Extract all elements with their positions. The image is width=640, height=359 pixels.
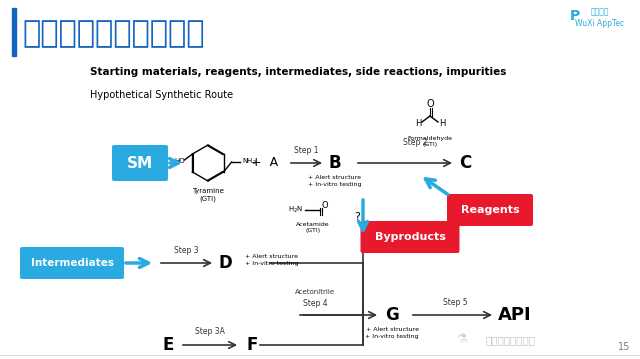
FancyBboxPatch shape xyxy=(447,194,533,226)
Text: B: B xyxy=(329,154,341,172)
Text: 药明康德
WuXi AppTec: 药明康德 WuXi AppTec xyxy=(575,8,625,28)
Text: SM: SM xyxy=(127,155,153,171)
Text: Step 4: Step 4 xyxy=(303,299,327,308)
Text: G: G xyxy=(385,306,399,324)
Text: Reagents: Reagents xyxy=(461,205,519,215)
Text: Step 5: Step 5 xyxy=(443,298,467,307)
Text: NH$_2$: NH$_2$ xyxy=(241,157,257,167)
Text: Formaldehyde
(GTI): Formaldehyde (GTI) xyxy=(408,136,452,147)
Text: Acetonitrile: Acetonitrile xyxy=(295,289,335,295)
Text: Byproducts: Byproducts xyxy=(374,232,445,242)
Text: ?: ? xyxy=(354,212,360,222)
Text: Acetamide
(GTI): Acetamide (GTI) xyxy=(296,222,330,233)
Text: C: C xyxy=(459,154,471,172)
Text: 基因毒性杂质控制策略: 基因毒性杂质控制策略 xyxy=(22,19,205,48)
Text: API: API xyxy=(498,306,532,324)
Text: H: H xyxy=(415,120,421,129)
FancyBboxPatch shape xyxy=(112,145,168,181)
Text: P: P xyxy=(570,9,580,23)
Text: 医药研发社交平台: 医药研发社交平台 xyxy=(485,335,535,345)
Text: + Alert structure
+ In-vitro testing: + Alert structure + In-vitro testing xyxy=(245,254,298,266)
Text: 15: 15 xyxy=(618,342,630,352)
Text: + Alert structure
+ In-vitro testing: + Alert structure + In-vitro testing xyxy=(308,175,362,187)
Text: Step 3A: Step 3A xyxy=(195,327,225,336)
Text: + Alert structure
+ In-vitro testing: + Alert structure + In-vitro testing xyxy=(365,327,419,339)
Text: ⚗: ⚗ xyxy=(456,334,468,346)
Text: E: E xyxy=(163,336,173,354)
Text: D: D xyxy=(218,254,232,272)
Text: Intermediates: Intermediates xyxy=(31,258,113,268)
FancyBboxPatch shape xyxy=(360,221,460,253)
Text: H$_2$N: H$_2$N xyxy=(288,205,303,215)
Text: H: H xyxy=(439,120,445,129)
Text: +  A: + A xyxy=(252,157,278,169)
Text: Step 2: Step 2 xyxy=(403,138,428,147)
Bar xyxy=(12,8,16,56)
Text: Step 3: Step 3 xyxy=(173,246,198,255)
Text: HO: HO xyxy=(175,158,185,164)
Text: Starting materials, reagents, intermediates, side reactions, impurities: Starting materials, reagents, intermedia… xyxy=(90,67,506,77)
Text: F: F xyxy=(246,336,258,354)
Text: Tyramine
(GTI): Tyramine (GTI) xyxy=(192,188,224,201)
Text: O: O xyxy=(322,200,328,210)
FancyBboxPatch shape xyxy=(20,247,124,279)
Text: Step 1: Step 1 xyxy=(294,146,318,155)
Text: O: O xyxy=(426,99,434,109)
Text: Hypothetical Synthetic Route: Hypothetical Synthetic Route xyxy=(90,90,233,100)
